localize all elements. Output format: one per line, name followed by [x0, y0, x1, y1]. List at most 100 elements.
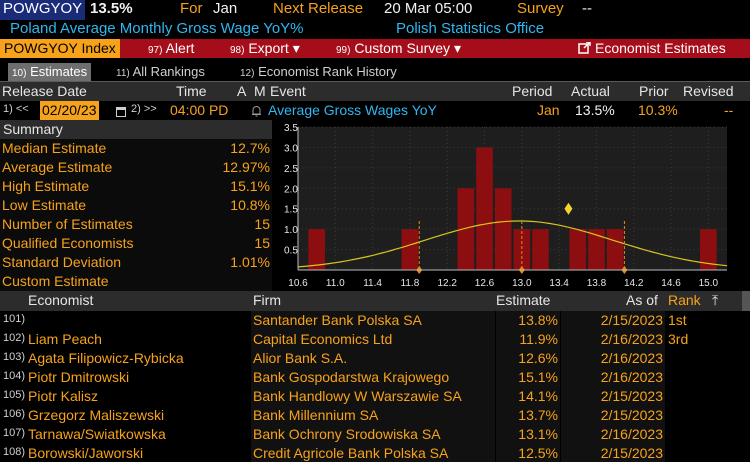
alert-button[interactable]: 97) Alert: [148, 40, 195, 56]
security-description: Poland Average Monthly Gross Wage YoY% P…: [0, 20, 750, 40]
histogram-bar: [401, 229, 419, 270]
estimate-column-header[interactable]: Estimate: [496, 292, 551, 308]
economist-name[interactable]: Agata Filipowicz-Rybicka: [28, 350, 184, 366]
table-row[interactable]: 108) Borowski/Jaworski Credit Agricole Ban…: [0, 444, 750, 462]
summary-value: 15.1%: [230, 178, 270, 194]
scrollbar[interactable]: [742, 291, 750, 311]
custom-survey-button[interactable]: 99) Custom Survey ▾: [336, 40, 461, 56]
sort-icon[interactable]: ⤒: [712, 292, 719, 308]
rank-column-header[interactable]: Rank: [668, 292, 701, 308]
histogram-bar: [588, 229, 605, 270]
y-tick-label: 2.5: [284, 164, 298, 175]
x-tick-label: 12.2: [437, 278, 457, 289]
as-of-date: 2/16/2023: [600, 369, 663, 385]
export-button[interactable]: 98) Export ▾: [230, 40, 300, 56]
x-tick-label: 15.0: [699, 278, 719, 289]
y-tick-label: 3.5: [284, 123, 298, 134]
index-button[interactable]: POWGYOY Index: [0, 39, 120, 58]
firm-name[interactable]: Bank Ochrony Srodowiska SA: [253, 426, 441, 442]
estimate-value: 13.8%: [518, 312, 558, 328]
next-release-value: 20 Mar 05:00: [384, 0, 473, 17]
as-of-date: 2/15/2023: [600, 312, 663, 328]
table-row[interactable]: 102) Liam Peach Capital Economics Ltd 11.9%…: [0, 330, 750, 349]
row-index: 107): [3, 427, 26, 439]
y-tick-label: 1.5: [284, 205, 298, 216]
period-header: Period: [512, 83, 553, 99]
as-of-column-header[interactable]: As of: [626, 292, 658, 308]
estimate-value: 11.9%: [519, 331, 558, 347]
tab-estimates[interactable]: 10) Estimates: [8, 63, 92, 82]
table-row[interactable]: 101) Santander Bank Polska SA 13.8% 2/15/20…: [0, 311, 750, 330]
estimate-value: 12.6%: [518, 350, 558, 366]
calendar-icon[interactable]: [116, 104, 126, 120]
summary-row: Qualified Economists 15: [0, 234, 272, 253]
estimate-value: 13.1%: [518, 426, 558, 442]
survey-label: Survey: [517, 0, 564, 17]
x-tick-label: 11.8: [401, 278, 420, 289]
economist-estimates-button[interactable]: Economist Estimates: [578, 40, 726, 56]
summary-label: Low Estimate: [2, 197, 87, 213]
economist-column-header[interactable]: Economist: [28, 292, 94, 308]
security-header: POWGYOY 13.5% For Jan Next Release 20 Ma…: [0, 0, 750, 20]
table-row[interactable]: 106) Grzegorz Maliszewski Bank Millennium …: [0, 406, 750, 425]
firm-name[interactable]: Credit Agricole Bank Polska SA: [253, 445, 449, 461]
x-tick-label: 13.4: [549, 278, 569, 289]
x-tick-label: 10.6: [288, 278, 308, 289]
summary-row: Low Estimate 10.8%: [0, 196, 272, 215]
firm-name[interactable]: Santander Bank Polska SA: [253, 312, 422, 328]
firm-column-header[interactable]: Firm: [253, 292, 281, 308]
summary-header: [0, 120, 272, 139]
as-of-date: 2/16/2023: [600, 426, 663, 442]
economist-name[interactable]: Piotr Kalisz: [28, 388, 99, 404]
x-tick-label: 12.6: [475, 278, 495, 289]
y-tick-label: 0.5: [284, 246, 298, 257]
summary-label: High Estimate: [2, 178, 90, 194]
histogram-bar: [532, 229, 549, 270]
economist-table-header: Economist Firm Estimate As of Rank ⤒: [0, 291, 750, 311]
event-name[interactable]: Average Gross Wages YoY: [268, 102, 437, 118]
event-prior: 10.3%: [638, 102, 678, 118]
external-link-icon: [578, 41, 591, 54]
economist-name[interactable]: Borowski/Jaworski: [28, 445, 144, 461]
prev-button[interactable]: 1) <<: [3, 103, 29, 115]
ticker-symbol[interactable]: POWGYOY: [0, 0, 86, 20]
table-row[interactable]: 107) Tarnawa/Swiatkowska Bank Ochrony Srod…: [0, 425, 750, 444]
prior-header: Prior: [639, 83, 669, 99]
firm-name[interactable]: Bank Handlowy W Warszawie SA: [253, 388, 462, 404]
next-button[interactable]: 2) >>: [131, 103, 157, 115]
tab-all-rankings[interactable]: 11) All Rankings: [116, 64, 205, 79]
row-index: 105): [3, 389, 26, 401]
firm-name[interactable]: Alior Bank S.A.: [253, 350, 348, 366]
summary-label: Standard Deviation: [2, 254, 122, 270]
row-index: 104): [3, 370, 26, 382]
summary-row: Number of Estimates 15: [0, 215, 272, 234]
table-row[interactable]: 104) Piotr Dmitrowski Bank Gospodarstwa Kr…: [0, 368, 750, 387]
menu-bar: POWGYOY Index 97) Alert 98) Export ▾ 99)…: [0, 39, 750, 58]
table-row[interactable]: 103) Agata Filipowicz-Rybicka Alior Bank S…: [0, 349, 750, 368]
economist-name[interactable]: Tarnawa/Swiatkowska: [28, 426, 166, 442]
x-tick-label: 14.2: [624, 278, 644, 289]
firm-name[interactable]: Bank Millennium SA: [253, 407, 379, 423]
summary-value: 1.01%: [230, 254, 270, 270]
economist-name[interactable]: Liam Peach: [28, 331, 102, 347]
release-date-header: Release Date: [2, 83, 87, 99]
economist-name[interactable]: Grzegorz Maliszewski: [28, 407, 165, 423]
actual-header: Actual: [571, 83, 610, 99]
table-row[interactable]: 105) Piotr Kalisz Bank Handlowy W Warszawi…: [0, 387, 750, 406]
tab-economist-rank-history[interactable]: 12) Economist Rank History: [240, 64, 397, 79]
release-time: 04:00 PD: [170, 102, 229, 118]
row-index: 108): [3, 446, 26, 458]
bell-icon[interactable]: [251, 104, 262, 120]
x-tick-label: 13.8: [587, 278, 607, 289]
firm-name[interactable]: Bank Gospodarstwa Krajowego: [253, 369, 450, 385]
release-header: Release Date Time A M Event Period Actua…: [0, 82, 750, 101]
row-index: 103): [3, 351, 26, 363]
as-of-date: 2/16/2023: [600, 331, 663, 347]
summary-label: Average Estimate: [2, 159, 113, 175]
firm-name[interactable]: Capital Economics Ltd: [253, 331, 393, 347]
summary-value: 15: [254, 216, 270, 232]
histogram-bar: [606, 229, 624, 270]
economist-name[interactable]: Piotr Dmitrowski: [28, 369, 130, 385]
release-date-field[interactable]: 02/20/23: [40, 101, 99, 120]
estimate-value: 12.5%: [518, 445, 558, 461]
